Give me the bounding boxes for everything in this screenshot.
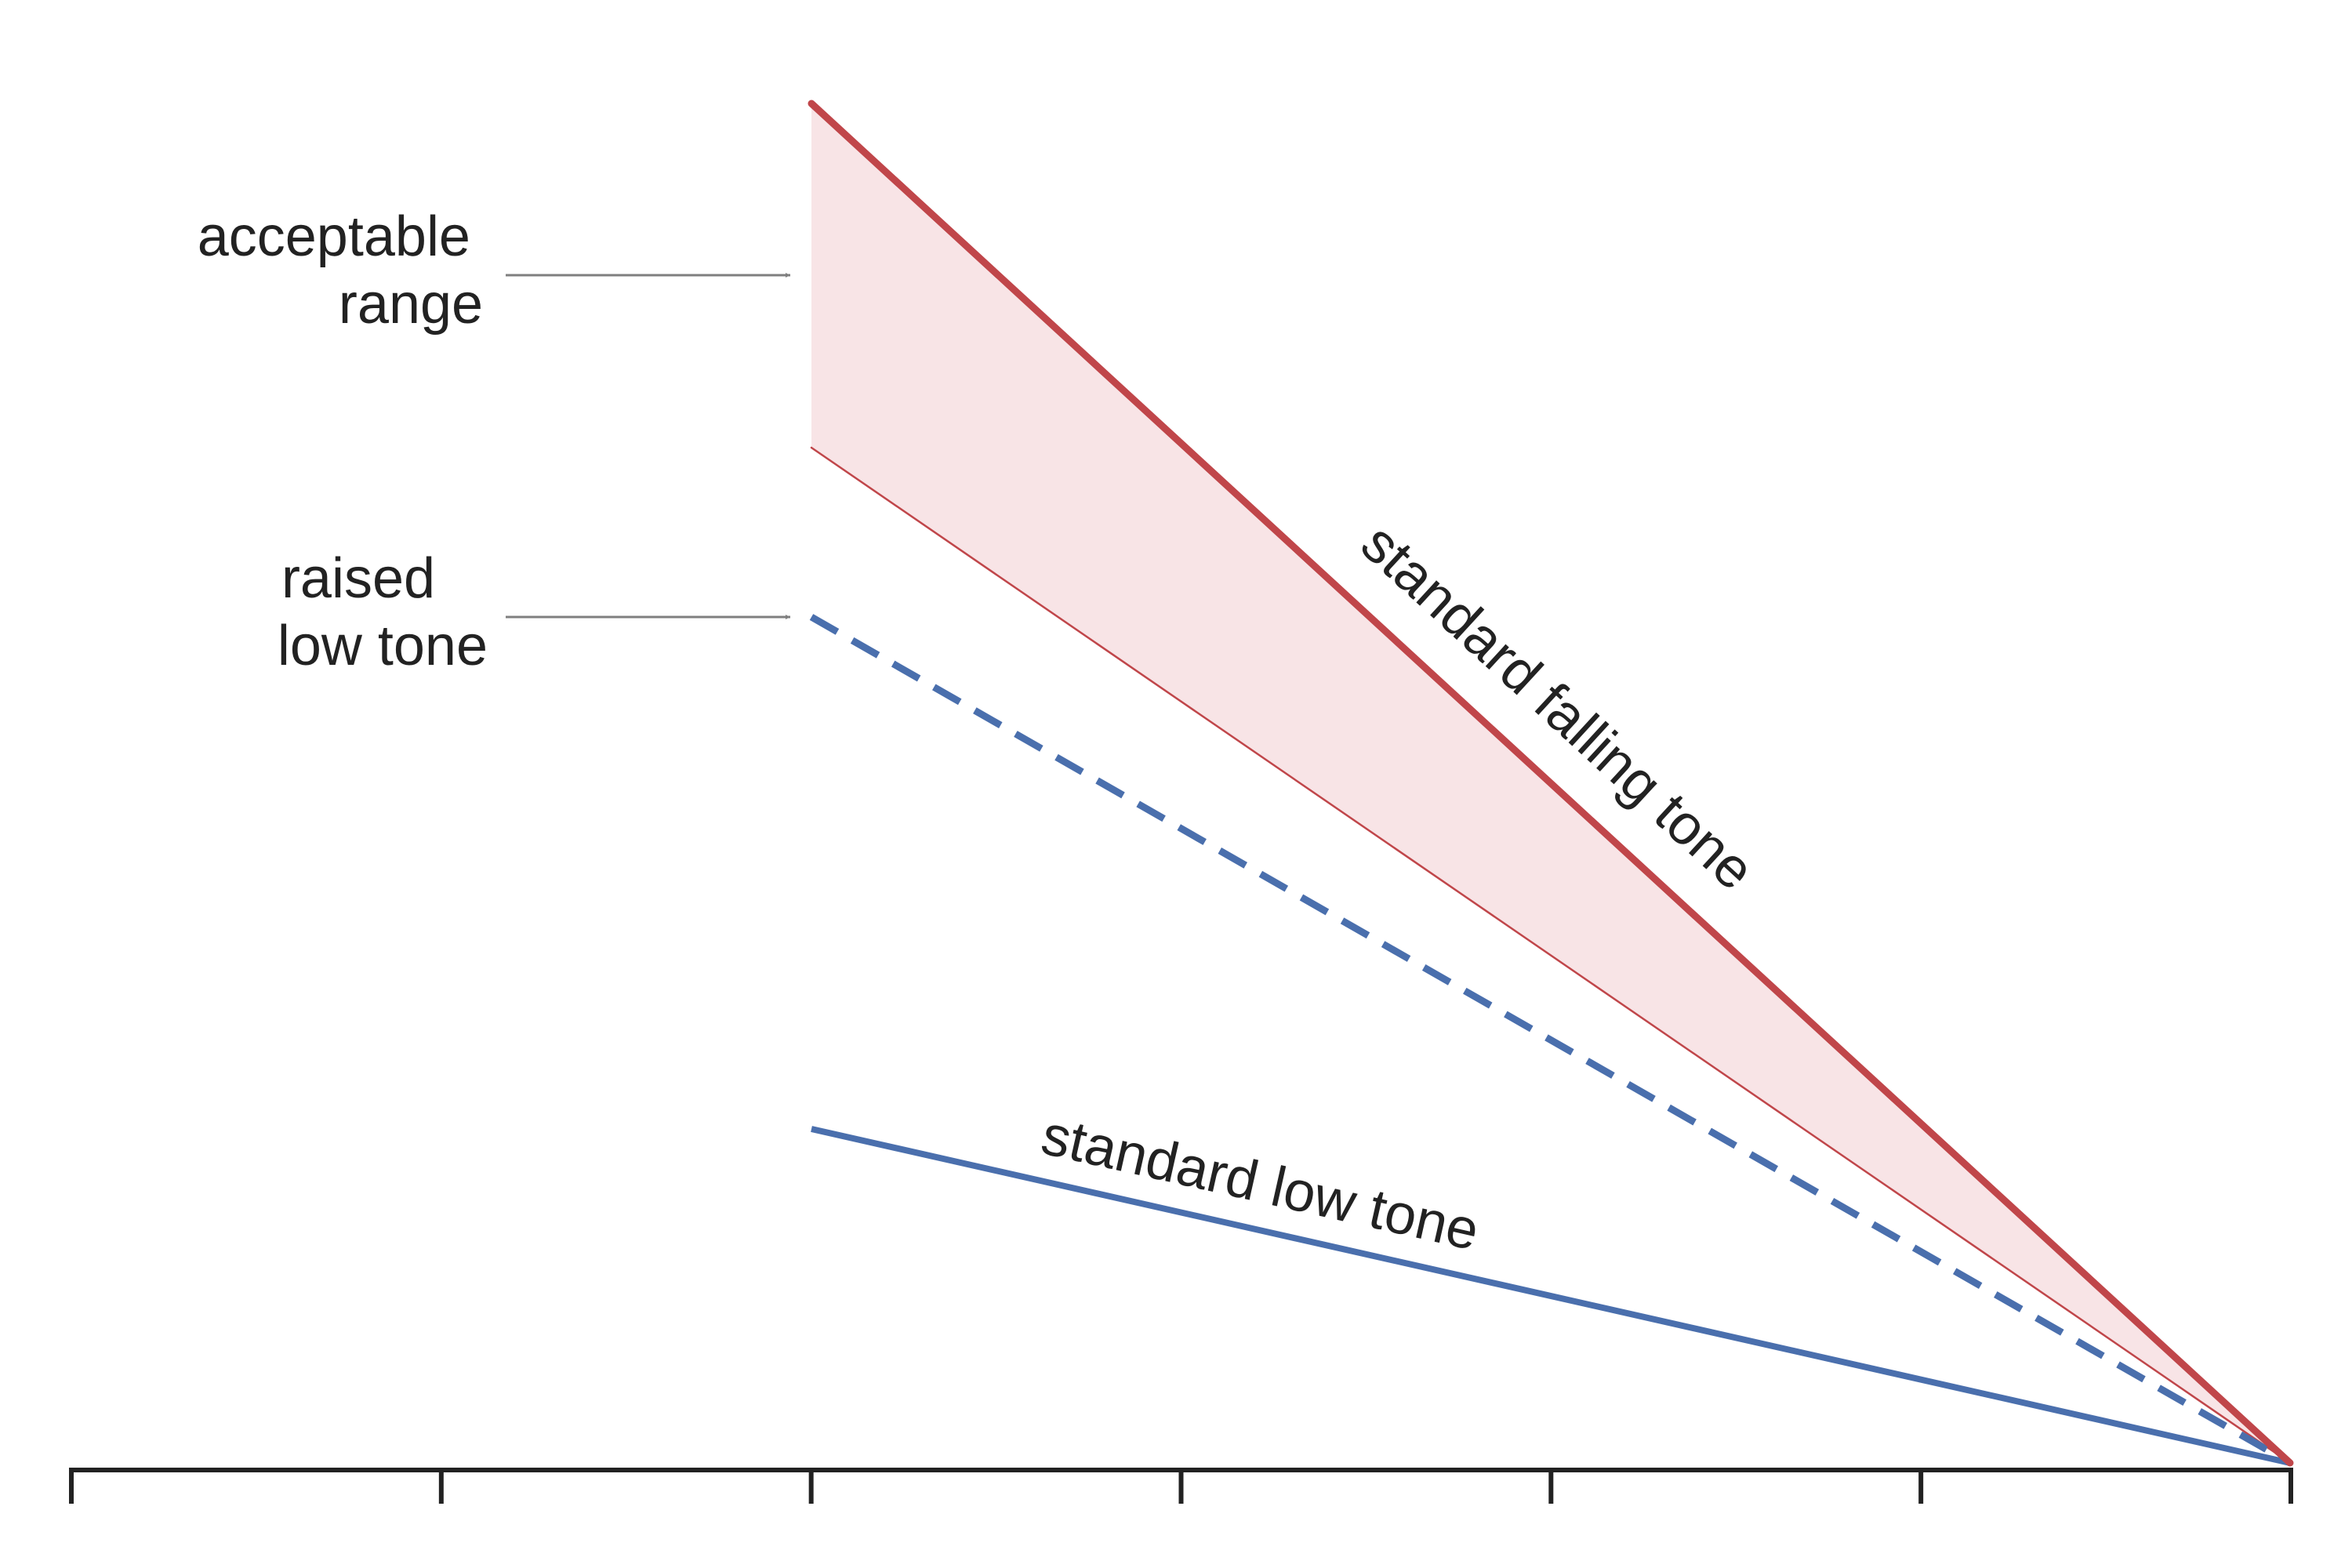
time-axis xyxy=(69,1468,2293,1504)
raised-low-tone-label: raised low tone xyxy=(278,547,488,677)
raised-low-tone-line xyxy=(809,614,2292,1466)
standard-falling-tone-line xyxy=(808,100,2294,1467)
standard-low-tone-label: standard low tone xyxy=(1036,1104,1484,1263)
raised-low-tone-label-line1: raised xyxy=(281,547,435,610)
standard-low-tone-line xyxy=(811,1126,2291,1466)
raised-low-tone-label-line2: low tone xyxy=(278,615,488,677)
acceptable-range-lower-boundary xyxy=(810,446,2292,1465)
acceptable-range-label: acceptable range xyxy=(198,205,486,336)
acceptable-range-label-line1: acceptable xyxy=(198,205,470,268)
acceptable-range-label-line2: range xyxy=(339,273,483,336)
